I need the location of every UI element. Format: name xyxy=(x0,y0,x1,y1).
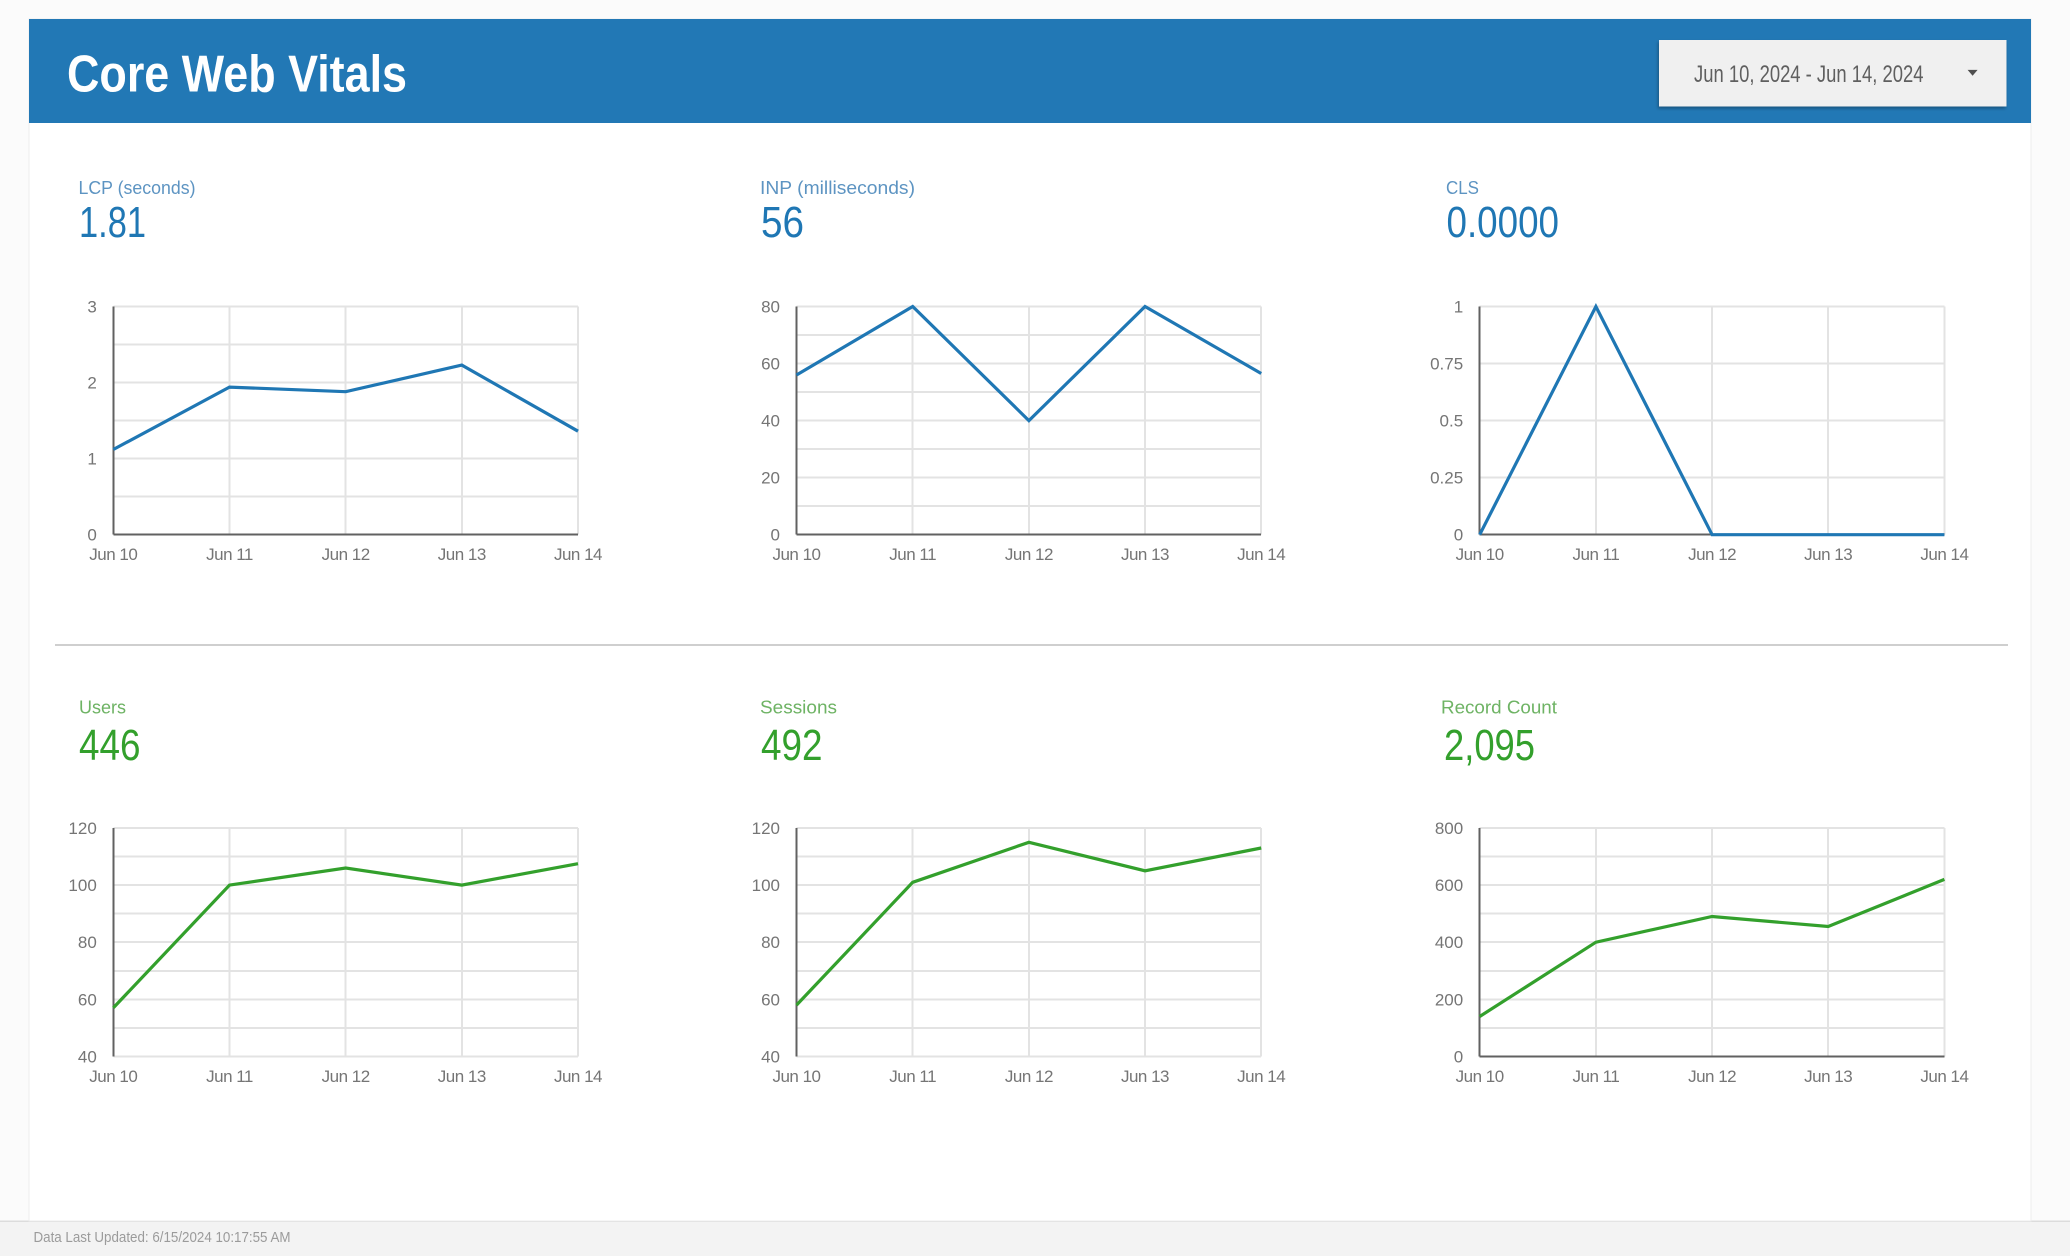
svg-text:Jun 11: Jun 11 xyxy=(206,545,253,564)
svg-text:100: 100 xyxy=(68,876,96,895)
svg-text:Jun 11: Jun 11 xyxy=(1573,545,1620,564)
svg-text:600: 600 xyxy=(1435,876,1463,895)
svg-text:120: 120 xyxy=(68,819,96,838)
svg-text:CLS: CLS xyxy=(1446,177,1479,198)
svg-text:LCP (seconds): LCP (seconds) xyxy=(79,177,196,198)
svg-text:Core Web Vitals: Core Web Vitals xyxy=(67,46,407,104)
svg-text:200: 200 xyxy=(1435,990,1463,1009)
svg-text:0.25: 0.25 xyxy=(1430,469,1463,488)
svg-text:Jun 14: Jun 14 xyxy=(554,1067,602,1086)
svg-text:Users: Users xyxy=(79,697,126,718)
svg-text:Jun 10: Jun 10 xyxy=(1456,1067,1504,1086)
svg-text:Jun 13: Jun 13 xyxy=(438,1067,486,1086)
svg-text:1: 1 xyxy=(87,450,96,469)
svg-text:40: 40 xyxy=(761,412,780,431)
svg-text:80: 80 xyxy=(78,933,97,952)
svg-text:1: 1 xyxy=(1454,298,1463,317)
svg-text:Jun 12: Jun 12 xyxy=(1005,545,1053,564)
svg-text:0: 0 xyxy=(1454,526,1463,545)
svg-text:40: 40 xyxy=(761,1048,780,1067)
svg-text:0.0000: 0.0000 xyxy=(1447,199,1560,247)
svg-text:0.5: 0.5 xyxy=(1440,412,1464,431)
svg-text:Jun 12: Jun 12 xyxy=(1688,1067,1736,1086)
svg-text:Jun 13: Jun 13 xyxy=(1121,1067,1169,1086)
svg-text:60: 60 xyxy=(761,355,780,374)
svg-text:Jun 10: Jun 10 xyxy=(772,545,820,564)
svg-text:Jun 14: Jun 14 xyxy=(554,545,602,564)
svg-text:56: 56 xyxy=(761,199,804,247)
svg-text:3: 3 xyxy=(87,298,96,317)
svg-text:800: 800 xyxy=(1435,819,1463,838)
svg-text:Jun 10: Jun 10 xyxy=(89,545,137,564)
svg-text:Jun 13: Jun 13 xyxy=(1804,1067,1852,1086)
svg-text:20: 20 xyxy=(761,469,780,488)
svg-text:Jun 11: Jun 11 xyxy=(889,1067,936,1086)
svg-text:40: 40 xyxy=(78,1048,97,1067)
svg-text:0: 0 xyxy=(771,526,780,545)
svg-text:Jun 10: Jun 10 xyxy=(89,1067,137,1086)
svg-text:60: 60 xyxy=(78,990,97,1009)
svg-text:Jun 10: Jun 10 xyxy=(1456,545,1504,564)
svg-text:2: 2 xyxy=(87,374,96,393)
svg-text:Jun 11: Jun 11 xyxy=(1573,1067,1620,1086)
svg-text:Jun 13: Jun 13 xyxy=(438,545,486,564)
svg-text:80: 80 xyxy=(761,933,780,952)
svg-text:Sessions: Sessions xyxy=(760,697,837,718)
svg-text:Jun 14: Jun 14 xyxy=(1920,1067,1968,1086)
svg-text:Jun 12: Jun 12 xyxy=(322,545,370,564)
svg-text:Jun 14: Jun 14 xyxy=(1237,545,1285,564)
svg-text:Data Last Updated: 6/15/2024 1: Data Last Updated: 6/15/2024 10:17:55 AM xyxy=(34,1229,291,1246)
svg-text:400: 400 xyxy=(1435,933,1463,952)
svg-text:Jun 11: Jun 11 xyxy=(889,545,936,564)
svg-text:120: 120 xyxy=(752,819,780,838)
svg-text:446: 446 xyxy=(79,722,141,770)
svg-text:Jun 13: Jun 13 xyxy=(1804,545,1852,564)
svg-text:Jun 11: Jun 11 xyxy=(206,1067,253,1086)
svg-text:Jun 14: Jun 14 xyxy=(1237,1067,1285,1086)
svg-text:2,095: 2,095 xyxy=(1444,722,1535,770)
svg-text:Jun 10: Jun 10 xyxy=(772,1067,820,1086)
svg-text:492: 492 xyxy=(761,722,823,770)
svg-text:0.75: 0.75 xyxy=(1430,355,1463,374)
svg-text:80: 80 xyxy=(761,298,780,317)
svg-text:Record Count: Record Count xyxy=(1441,697,1557,718)
svg-text:Jun 12: Jun 12 xyxy=(1688,545,1736,564)
svg-text:60: 60 xyxy=(761,990,780,1009)
svg-text:Jun 13: Jun 13 xyxy=(1121,545,1169,564)
svg-text:1.81: 1.81 xyxy=(79,199,146,247)
svg-text:0: 0 xyxy=(1454,1048,1463,1067)
svg-text:0: 0 xyxy=(87,526,96,545)
svg-text:Jun 12: Jun 12 xyxy=(322,1067,370,1086)
svg-text:Jun 12: Jun 12 xyxy=(1005,1067,1053,1086)
svg-text:Jun 14: Jun 14 xyxy=(1920,545,1968,564)
svg-text:INP (milliseconds): INP (milliseconds) xyxy=(760,177,915,198)
svg-text:Jun 10, 2024 - Jun 14, 2024: Jun 10, 2024 - Jun 14, 2024 xyxy=(1694,61,1924,88)
svg-text:100: 100 xyxy=(752,876,780,895)
